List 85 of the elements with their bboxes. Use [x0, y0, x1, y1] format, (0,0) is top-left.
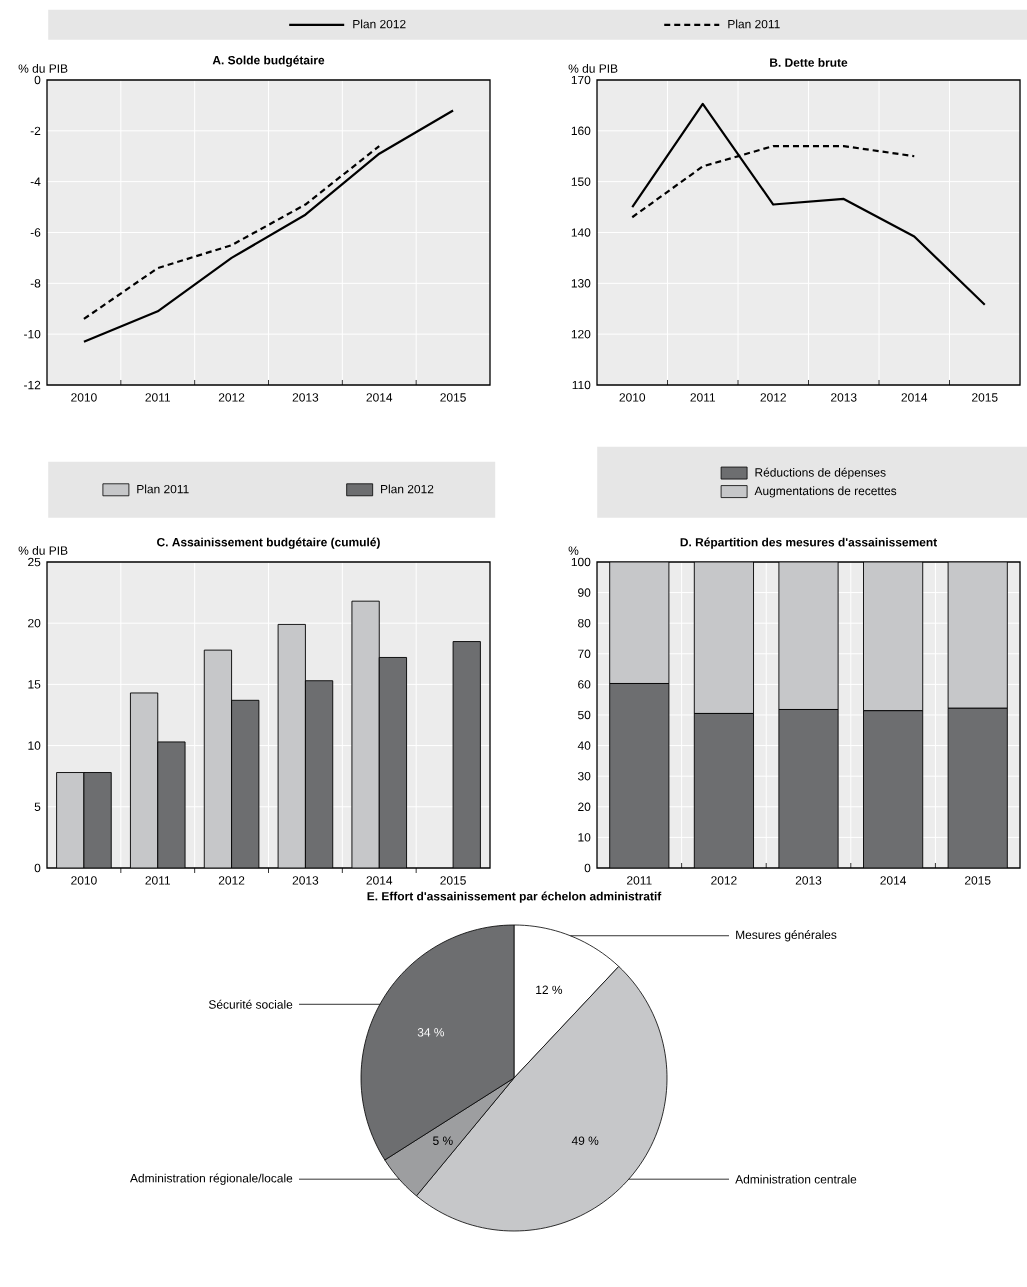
y-axis-title: %	[568, 546, 579, 555]
y-tick-label: 0	[34, 75, 41, 85]
bar	[351, 600, 380, 868]
y-tick-label: 30	[577, 771, 591, 781]
y-tick-label: 60	[578, 680, 591, 689]
y-axis-title: % du PIB	[18, 546, 68, 555]
y-tick-label: 160	[571, 126, 591, 136]
y-tick-label: -10	[24, 329, 41, 339]
line-series	[631, 102, 986, 306]
line-series	[82, 144, 381, 320]
y-tick-label: 150	[571, 177, 591, 186]
y-tick-label: 15	[28, 680, 41, 689]
chart-title: C. Assainissement budgétaire (cumulé)	[157, 537, 380, 549]
slice-label: Mesures générales	[736, 930, 837, 942]
x-tick-label: 2013	[831, 393, 857, 402]
x-tick-label: 2010	[71, 393, 97, 402]
y-tick-label: 110	[572, 380, 591, 390]
line-series	[82, 109, 455, 343]
slice-label: Administration régionale/locale	[130, 1173, 293, 1185]
x-tick-label: 2014	[880, 876, 907, 885]
y-tick-label: 100	[571, 557, 591, 567]
y-tick-label: 25	[28, 557, 41, 567]
y-tick-label: 10	[578, 833, 591, 842]
y-tick-label: 90	[578, 588, 591, 597]
x-tick-label: 2012	[218, 876, 245, 885]
x-tick-label: 2015	[440, 876, 466, 885]
y-tick-label: 0	[584, 863, 591, 873]
y-tick-label: 20	[578, 802, 591, 812]
y-tick-label: 120	[571, 329, 591, 339]
y-axis-title: % du PIB	[18, 64, 68, 73]
x-tick-label: 2011	[690, 393, 716, 402]
x-tick-label: 2014	[366, 876, 393, 885]
x-tick-label: 2011	[145, 876, 171, 885]
legend-label: Plan 2011	[728, 19, 780, 29]
x-tick-label: 2012	[218, 393, 245, 402]
legend-label: Augmentations de recettes	[754, 486, 897, 498]
bar	[277, 623, 306, 868]
y-tick-label: 10	[28, 741, 41, 750]
y-tick-label: -4	[30, 177, 41, 186]
legend-label: Plan 2012	[381, 484, 434, 494]
chart-title: A. Solde budgétaire	[212, 55, 325, 67]
chart-title: E. Effort d'assainissement par échelon administratif	[367, 891, 662, 903]
y-tick-label: 50	[578, 710, 591, 720]
x-tick-label: 2012	[711, 876, 737, 885]
data-label: 34 %	[417, 1028, 445, 1037]
legend-label: Plan 2011	[137, 484, 189, 494]
x-tick-label: 2015	[440, 393, 466, 402]
y-axis-title: % du PIB	[568, 64, 618, 73]
y-tick-label: 170	[571, 75, 591, 85]
chart-title: B. Dette brute	[770, 58, 848, 67]
x-tick-label: 2010	[71, 876, 97, 885]
data-label: 12 %	[536, 985, 563, 994]
bar	[203, 649, 233, 868]
legend-label: Réductions de dépenses	[755, 467, 886, 480]
legend-label: Plan 2012	[353, 19, 406, 29]
x-tick-label: 2013	[292, 393, 319, 402]
slice-label: Sécurité sociale	[208, 999, 293, 1009]
y-tick-label: 80	[578, 618, 591, 628]
y-tick-label: 70	[578, 649, 591, 659]
y-tick-label: 40	[577, 741, 591, 750]
x-tick-label: 2012	[760, 393, 786, 402]
x-tick-label: 2013	[795, 876, 822, 885]
x-tick-label: 2013	[292, 876, 319, 885]
bar	[129, 692, 159, 868]
slice-label: Administration centrale	[735, 1174, 857, 1184]
y-tick-label: -12	[24, 380, 41, 390]
x-tick-label: 2011	[145, 393, 171, 402]
y-tick-label: 130	[571, 279, 591, 288]
x-tick-label: 2011	[627, 876, 652, 885]
x-tick-label: 2014	[366, 393, 393, 402]
data-label: 5 %	[433, 1136, 453, 1145]
y-tick-label: 20	[28, 618, 41, 628]
x-tick-label: 2015	[972, 393, 998, 402]
x-tick-label: 2010	[619, 393, 646, 402]
x-tick-label: 2014	[901, 393, 928, 402]
y-tick-label: -6	[30, 228, 41, 237]
x-tick-label: 2015	[965, 876, 991, 885]
data-label: 49 %	[571, 1136, 599, 1145]
y-tick-label: 140	[571, 228, 591, 237]
bar	[56, 772, 85, 868]
y-tick-label: -2	[30, 126, 41, 135]
y-tick-label: -8	[30, 279, 41, 288]
chart-title: D. Répartition des mesures d'assainissement	[680, 537, 937, 549]
y-tick-label: 0	[34, 863, 41, 873]
y-tick-label: 5	[34, 802, 41, 811]
